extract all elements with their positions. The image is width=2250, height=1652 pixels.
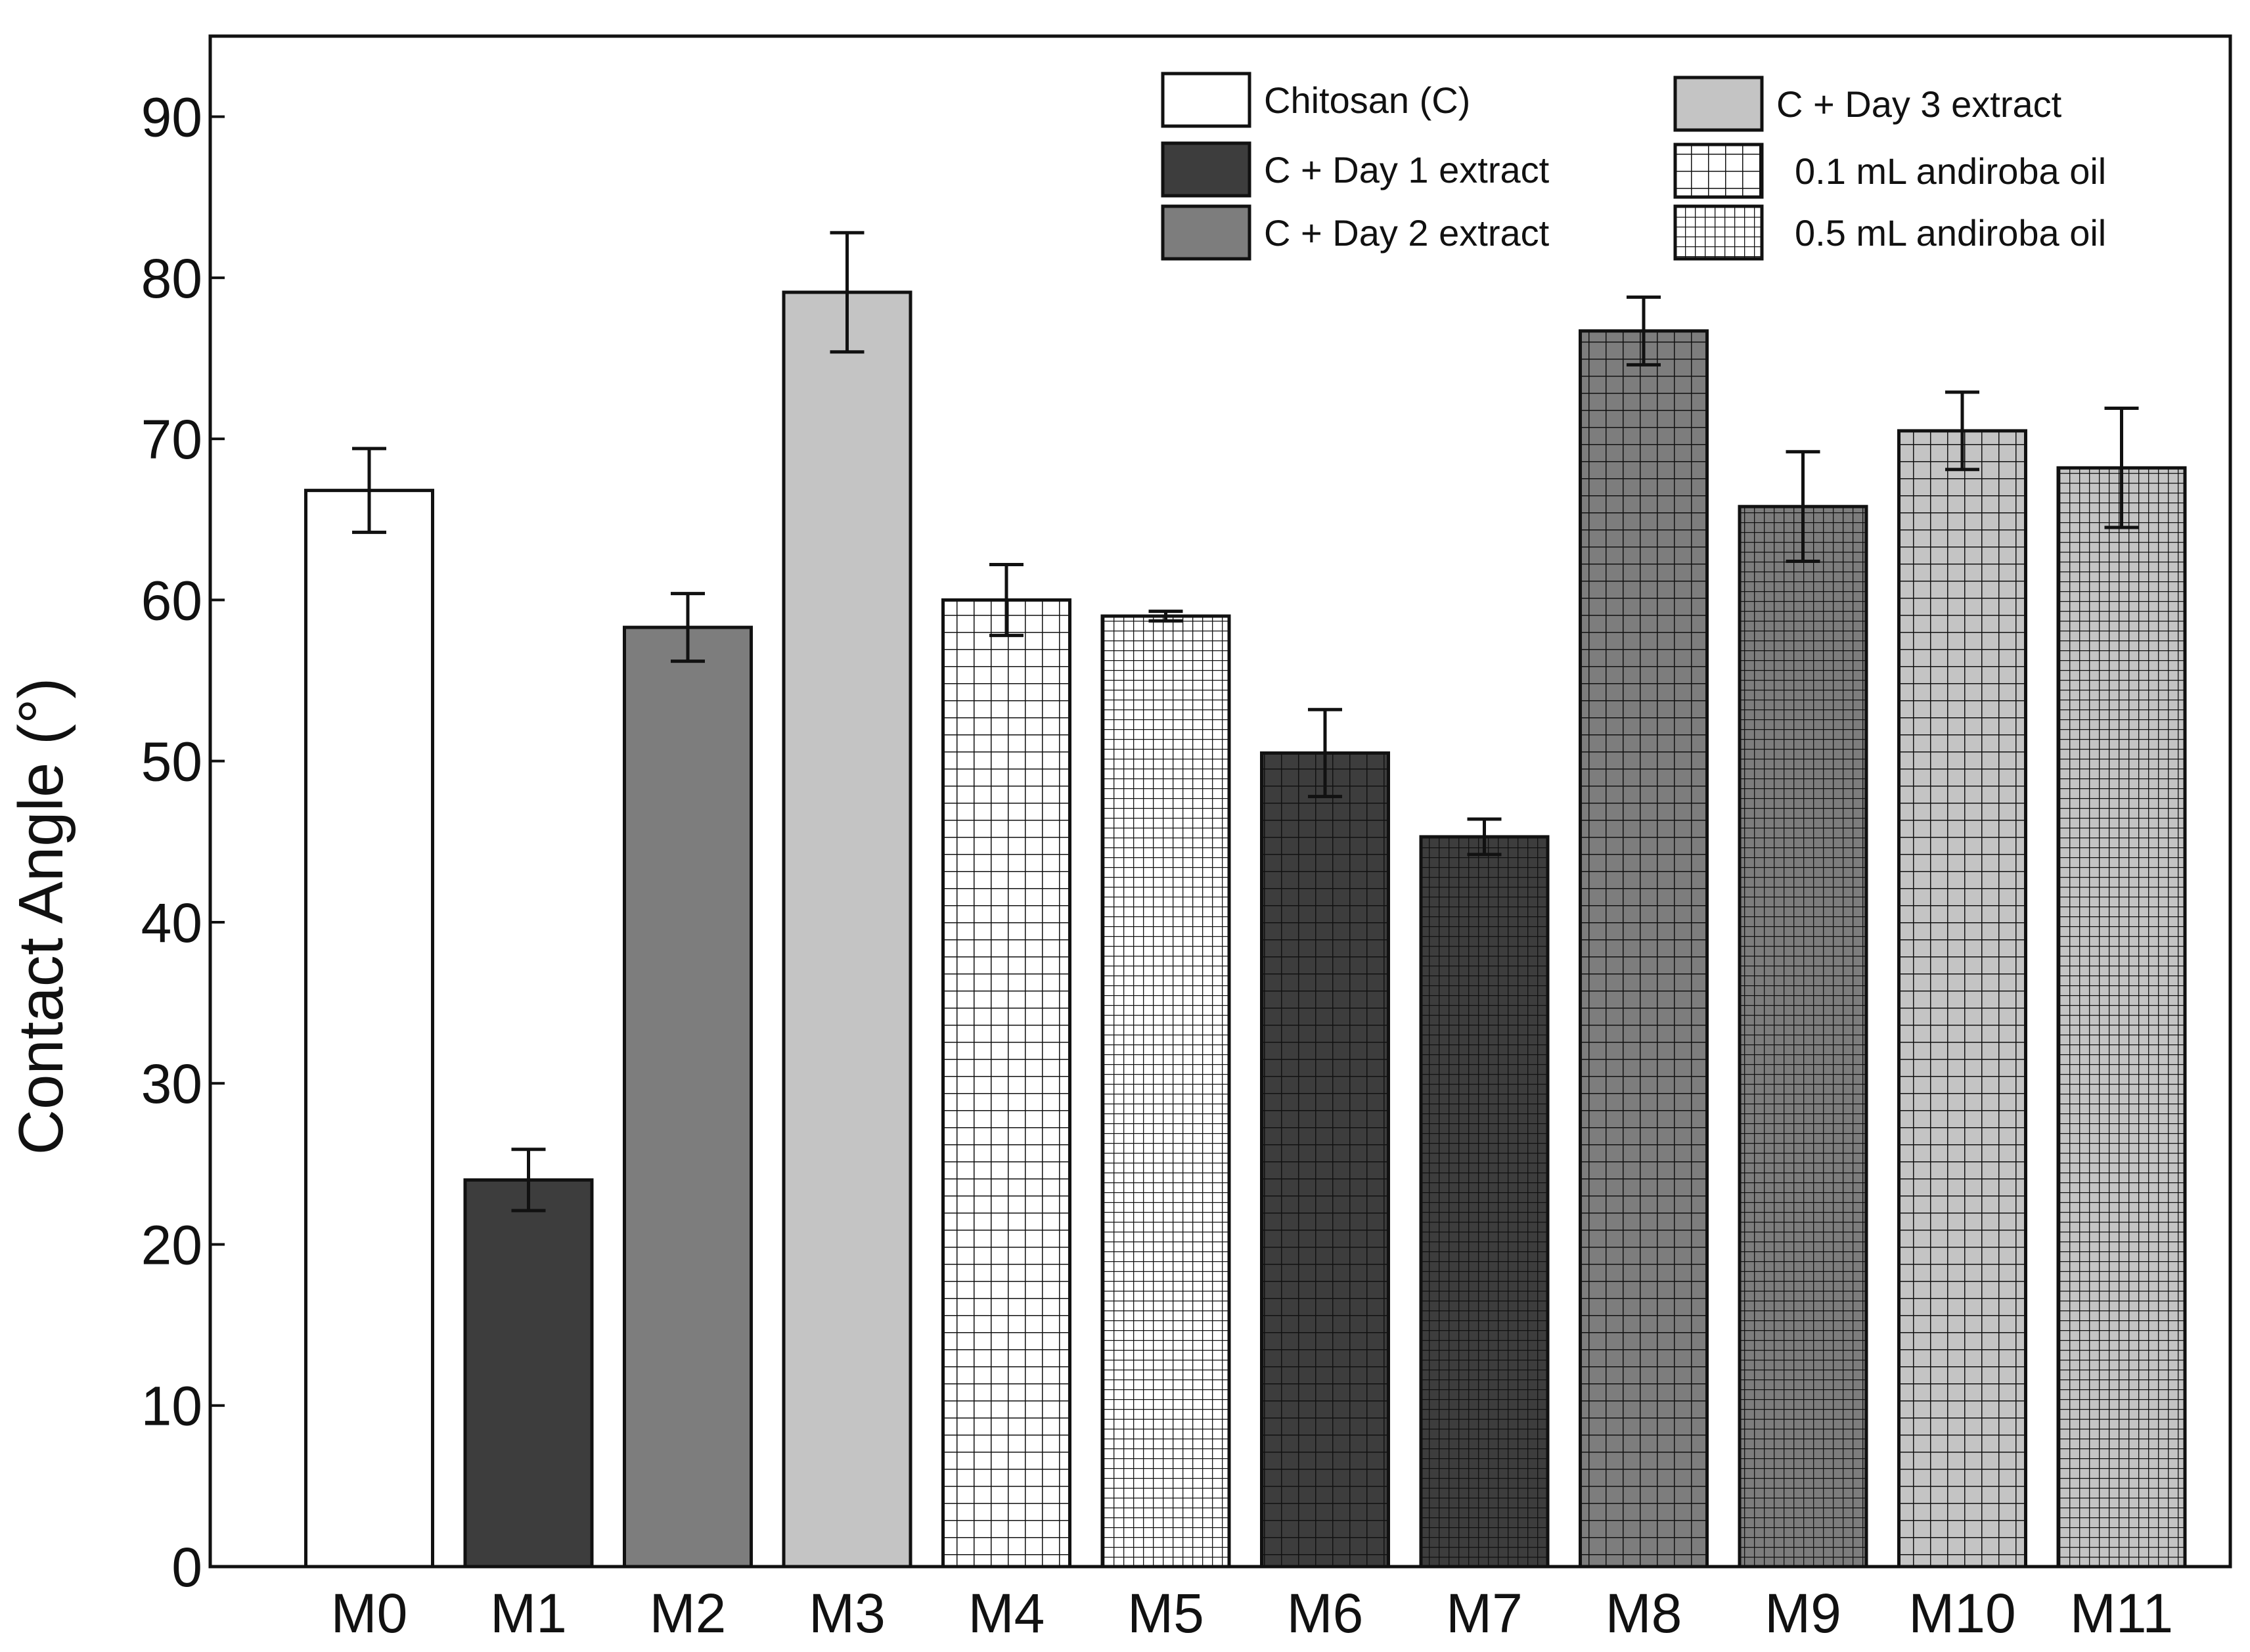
y-axis-ticks: 0 10 20 30 40 50 60 70 80 90 <box>141 87 225 1598</box>
bar-m11-pattern <box>2058 468 2185 1567</box>
legend-swatch <box>1673 76 1764 132</box>
legend-swatch-fill <box>1163 143 1249 196</box>
legend-label: 0.5 mL andiroba oil <box>1795 212 2106 254</box>
bar-m10-pattern <box>1899 430 2026 1567</box>
legend-swatch-fill <box>1163 206 1249 259</box>
legend-item: C + Day 1 extract <box>1161 141 1550 198</box>
y-tick-label: 90 <box>141 87 202 148</box>
legend-swatch-pattern <box>1675 206 1762 259</box>
bar-m9-pattern <box>1740 506 1866 1567</box>
x-tick-label: M5 <box>1127 1582 1204 1644</box>
x-axis-ticks: M0 M1 M2 M3 M4 M5 M6 M7 M8 M9 M10 M11 <box>331 1582 2173 1644</box>
bar-m5-pattern <box>1102 615 1229 1567</box>
legend-swatch-fill <box>1675 78 1762 130</box>
legend-item: 0.1 mL andiroba oil <box>1673 143 2106 199</box>
y-tick-label: 0 <box>171 1536 202 1598</box>
legend-item: Chitosan (C) <box>1161 72 1470 128</box>
legend-label: 0.1 mL andiroba oil <box>1795 150 2106 192</box>
x-tick-label: M4 <box>968 1582 1045 1644</box>
legend-swatch <box>1673 143 1764 199</box>
y-tick-label: 10 <box>141 1375 202 1437</box>
y-tick-label: 50 <box>141 731 202 793</box>
legend-label: C + Day 3 extract <box>1776 83 2062 125</box>
legend-swatch <box>1161 141 1251 198</box>
x-tick-label: M0 <box>331 1582 408 1644</box>
bar-m8-pattern <box>1580 330 1707 1567</box>
legend-swatch-pattern <box>1675 145 1762 197</box>
bar-m2-fill <box>624 627 752 1567</box>
bar-m1-fill <box>465 1180 592 1567</box>
bar-m3-fill <box>784 292 911 1567</box>
x-tick-label: M8 <box>1606 1582 1682 1644</box>
y-tick-label: 60 <box>141 569 202 631</box>
legend-item: 0.5 mL andiroba oil <box>1673 204 2106 261</box>
bar-m0-fill <box>305 490 433 1567</box>
x-tick-label: M1 <box>490 1582 567 1644</box>
legend-label: Chitosan (C) <box>1264 79 1470 121</box>
y-tick-label: 40 <box>141 892 202 954</box>
legend-label: C + Day 2 extract <box>1264 212 1550 254</box>
legend-label: C + Day 1 extract <box>1264 149 1550 190</box>
bar-m7-pattern <box>1421 836 1548 1567</box>
y-tick-label: 20 <box>141 1214 202 1276</box>
x-tick-label: M11 <box>2070 1582 2173 1644</box>
x-tick-label: M6 <box>1287 1582 1364 1644</box>
x-tick-label: M10 <box>1908 1582 2015 1644</box>
x-tick-label: M9 <box>1765 1582 1841 1644</box>
y-tick-label: 80 <box>141 248 202 309</box>
x-tick-label: M7 <box>1446 1582 1523 1644</box>
x-tick-label: M3 <box>809 1582 886 1644</box>
y-tick-label: 30 <box>141 1053 202 1115</box>
y-tick-label: 70 <box>141 409 202 470</box>
legend-item: C + Day 3 extract <box>1673 76 2062 132</box>
bar-m6-pattern <box>1261 753 1389 1567</box>
error-bars <box>352 231 2139 1213</box>
legend-swatch-fill <box>1163 74 1249 126</box>
legend-swatch <box>1161 72 1251 128</box>
legend-swatch <box>1673 204 1764 261</box>
y-axis-title: Contact Angle (°) <box>6 678 76 1155</box>
legend: Chitosan (C) C + Day 1 extract C + Day 2 e… <box>1161 72 2106 261</box>
bar-m4-pattern <box>943 600 1070 1567</box>
legend-swatch <box>1161 204 1251 261</box>
bars <box>304 290 2187 1569</box>
x-tick-label: M2 <box>650 1582 727 1644</box>
legend-item: C + Day 2 extract <box>1161 204 1550 261</box>
